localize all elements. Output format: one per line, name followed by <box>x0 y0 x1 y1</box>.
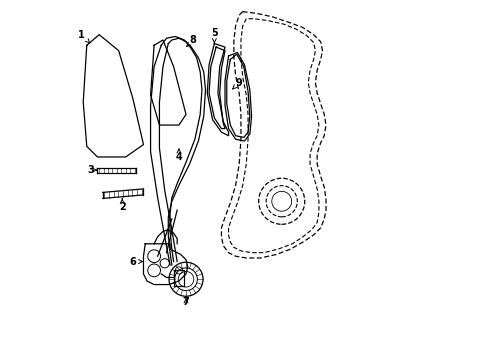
Text: 3: 3 <box>87 165 97 175</box>
Text: 5: 5 <box>210 28 217 44</box>
Text: 9: 9 <box>232 77 242 89</box>
Text: 6: 6 <box>129 257 142 266</box>
Text: 4: 4 <box>175 149 182 162</box>
Text: 7: 7 <box>183 297 189 307</box>
Text: 8: 8 <box>186 35 196 46</box>
Text: 2: 2 <box>119 199 125 212</box>
Text: 1: 1 <box>78 30 90 43</box>
